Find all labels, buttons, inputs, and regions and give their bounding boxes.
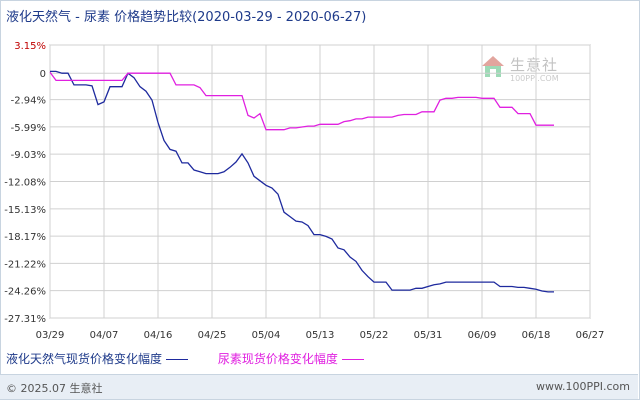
y-tick-label: -9.03%	[11, 150, 46, 161]
x-tick-label: 05/22	[360, 330, 389, 341]
y-tick-label: 0	[40, 69, 46, 80]
legend-item-lng: 液化天然气现货价格变化幅度	[6, 352, 189, 366]
x-tick-label: 04/16	[144, 330, 173, 341]
watermark-name: 生意社	[510, 56, 559, 74]
y-tick-label: -15.13%	[4, 205, 46, 216]
x-tick-label: 05/04	[252, 330, 281, 341]
x-tick-label: 06/09	[468, 330, 497, 341]
chart-date-range: (2020-03-29 - 2020-06-27)	[192, 10, 367, 25]
x-tick-label: 04/25	[198, 330, 227, 341]
footer-bar: © 2025.07 生意社 www.100PPI.com	[0, 374, 638, 399]
y-tick-label: -27.31%	[4, 314, 46, 325]
x-tick-label: 04/07	[90, 330, 119, 341]
y-tick-label: -24.26%	[4, 287, 46, 298]
chart-legend: 液化天然气现货价格变化幅度 尿素现货价格变化幅度	[6, 350, 364, 367]
y-tick-label: -2.94%	[11, 96, 46, 107]
series-line-lng	[50, 70, 554, 293]
y-tick-label: -21.22%	[4, 259, 46, 270]
legend-label-lng: 液化天然气现货价格变化幅度	[6, 352, 163, 366]
footer-copyright: © 2025.07 生意社	[6, 382, 103, 395]
legend-label-urea: 尿素现货价格变化幅度	[217, 352, 338, 366]
y-tick-label: -18.17%	[4, 232, 46, 243]
x-tick-label: 03/29	[36, 330, 65, 341]
series-line-urea	[49, 71, 554, 131]
y-tick-label: -12.08%	[4, 178, 46, 189]
legend-swatch-lng	[166, 359, 189, 360]
x-tick-label: 06/27	[576, 330, 605, 341]
x-tick-label: 05/13	[306, 330, 335, 341]
footer-site-link[interactable]: www.100PPI.com	[536, 380, 630, 393]
watermark-url: 100PPI.COM	[510, 74, 559, 83]
y-tick-label: -5.99%	[11, 123, 46, 134]
chart-title-text: 液化天然气 - 尿素 价格趋势比较	[6, 10, 193, 25]
x-tick-label: 05/31	[414, 330, 443, 341]
chart-title: 液化天然气 - 尿素 价格趋势比较(2020-03-29 - 2020-06-2…	[6, 6, 366, 25]
legend-item-urea: 尿素现货价格变化幅度	[218, 352, 364, 366]
legend-swatch-urea	[341, 359, 364, 360]
y-tick-label: 3.15%	[14, 41, 46, 52]
x-tick-label: 06/18	[522, 330, 551, 341]
